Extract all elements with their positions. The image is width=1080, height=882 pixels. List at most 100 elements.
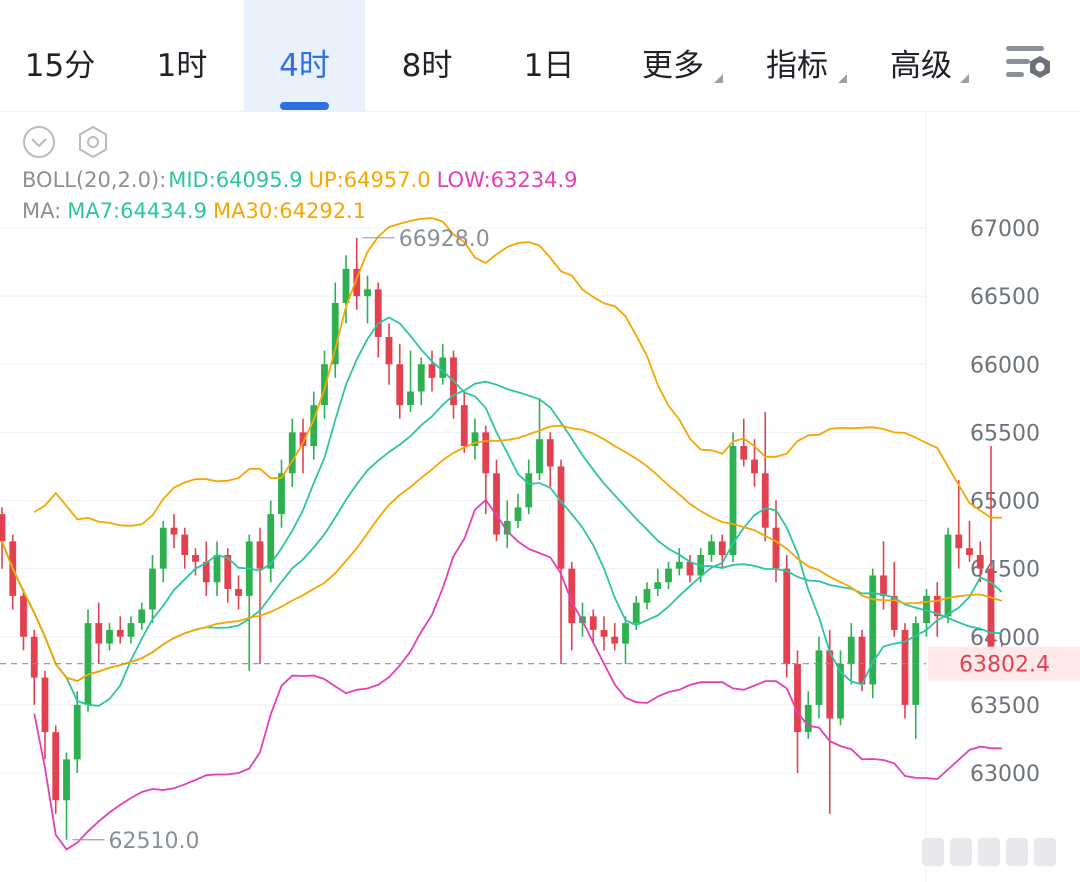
candle-body xyxy=(901,629,909,705)
boll-upper-line xyxy=(33,217,1002,527)
candle-body xyxy=(52,732,60,801)
candle-body xyxy=(407,391,414,406)
y-tick-label: 63500 xyxy=(970,694,1040,719)
candle-body xyxy=(256,541,264,569)
candle-body xyxy=(138,609,146,624)
candle-body xyxy=(665,568,672,583)
candle-body xyxy=(127,623,135,637)
candle-body xyxy=(751,459,758,474)
tab-label: 指标 xyxy=(766,48,828,84)
high-price-label: 66928.0 xyxy=(399,227,490,252)
candle-body xyxy=(729,446,737,555)
ma30-value: MA30:64292.1 xyxy=(212,199,367,223)
candle-body xyxy=(149,568,156,610)
candle-body xyxy=(890,595,898,630)
boll-legend: BOLL(20,2.0):MID:64095.9 UP:64957.0 LOW:63… xyxy=(22,168,584,192)
candle-body xyxy=(675,561,683,569)
candle-body xyxy=(815,650,823,705)
candle-body xyxy=(611,636,619,644)
candle-body xyxy=(546,439,554,467)
active-tab-indicator xyxy=(280,102,329,110)
candle-body xyxy=(116,629,124,637)
candle-body xyxy=(342,268,350,303)
y-tick-label: 65500 xyxy=(970,421,1040,446)
candle-body xyxy=(30,636,38,678)
dropdown-caret-icon xyxy=(838,74,847,83)
candle-body xyxy=(976,555,984,569)
indicator-settings-icon[interactable] xyxy=(75,124,111,160)
tab-label: 4时 xyxy=(279,48,330,84)
boll-lower-line xyxy=(33,498,1002,851)
candle-body xyxy=(321,364,328,406)
candle-body xyxy=(858,636,866,685)
candle-body xyxy=(944,534,952,617)
candle-body xyxy=(880,575,887,596)
timeframe-tabbar: 15分 1时 4时 8时 1日 更多 指标 高级 xyxy=(0,0,1080,112)
candle-body xyxy=(41,677,49,733)
candle-body xyxy=(202,561,210,583)
boll-up-value: UP:64957.0 xyxy=(308,168,431,192)
low-price-label: 62510.0 xyxy=(109,829,200,854)
tab-8h[interactable]: 8时 xyxy=(367,0,487,112)
candle-body xyxy=(847,636,855,664)
tab-1d[interactable]: 1日 xyxy=(489,0,609,112)
ma-name: MA: xyxy=(22,199,62,223)
candle-body xyxy=(213,555,221,583)
tab-label: 更多 xyxy=(642,48,704,84)
tab-more[interactable]: 更多 xyxy=(611,0,735,112)
watermark-icon xyxy=(922,838,1056,866)
candlestick-chart[interactable]: 6300063500640006450065000655006600066500… xyxy=(0,112,1080,882)
candle-body xyxy=(471,432,479,446)
boll-mid-value: MID:64095.9 xyxy=(168,168,303,192)
candle-body xyxy=(686,561,694,576)
candle-body xyxy=(278,473,285,515)
tab-15m[interactable]: 15分 xyxy=(0,0,120,112)
candle-body xyxy=(514,507,522,521)
candle-body xyxy=(987,568,995,658)
candle-body xyxy=(181,534,189,555)
chart-settings-icon[interactable] xyxy=(1000,40,1060,90)
candle-body xyxy=(966,548,973,555)
candle-body xyxy=(106,629,113,644)
candle-body xyxy=(708,541,715,555)
candle-body xyxy=(761,473,769,528)
candle-body xyxy=(63,759,70,801)
candle-body xyxy=(73,704,81,760)
candle-body xyxy=(654,582,662,590)
dropdown-caret-icon xyxy=(960,74,969,83)
tab-indicators[interactable]: 指标 xyxy=(735,0,859,112)
tab-label: 高级 xyxy=(890,48,952,84)
candle-body xyxy=(933,595,941,617)
candle-body xyxy=(374,289,382,337)
candles-group xyxy=(0,237,1006,840)
candle-body xyxy=(267,514,275,569)
candle-body xyxy=(923,595,930,624)
ma30-line xyxy=(1,424,1003,682)
candle-body xyxy=(955,534,963,549)
candle-body xyxy=(192,555,199,562)
candle-body xyxy=(493,473,500,535)
candle-body xyxy=(299,432,307,446)
candle-body xyxy=(568,568,576,624)
tab-label: 1时 xyxy=(156,48,208,84)
candle-body xyxy=(557,466,565,569)
tab-label: 8时 xyxy=(401,48,453,84)
tab-advanced[interactable]: 高级 xyxy=(859,0,983,112)
y-tick-label: 65000 xyxy=(970,490,1040,515)
candle-body xyxy=(869,575,877,685)
candle-body xyxy=(525,473,533,508)
candle-body xyxy=(385,337,393,365)
tab-4h[interactable]: 4时 xyxy=(244,0,365,112)
tab-1h[interactable]: 1时 xyxy=(122,0,242,112)
candle-body xyxy=(353,268,361,297)
candle-body xyxy=(20,595,27,637)
candle-body xyxy=(460,405,468,446)
last-price-tag xyxy=(928,646,1080,681)
collapse-chevron-icon[interactable] xyxy=(21,124,57,160)
candle-body xyxy=(331,302,339,365)
candle-body xyxy=(428,364,436,378)
candle-body xyxy=(589,616,597,630)
candle-body xyxy=(159,527,167,569)
candle-body xyxy=(235,589,242,596)
candle-body xyxy=(783,568,791,664)
